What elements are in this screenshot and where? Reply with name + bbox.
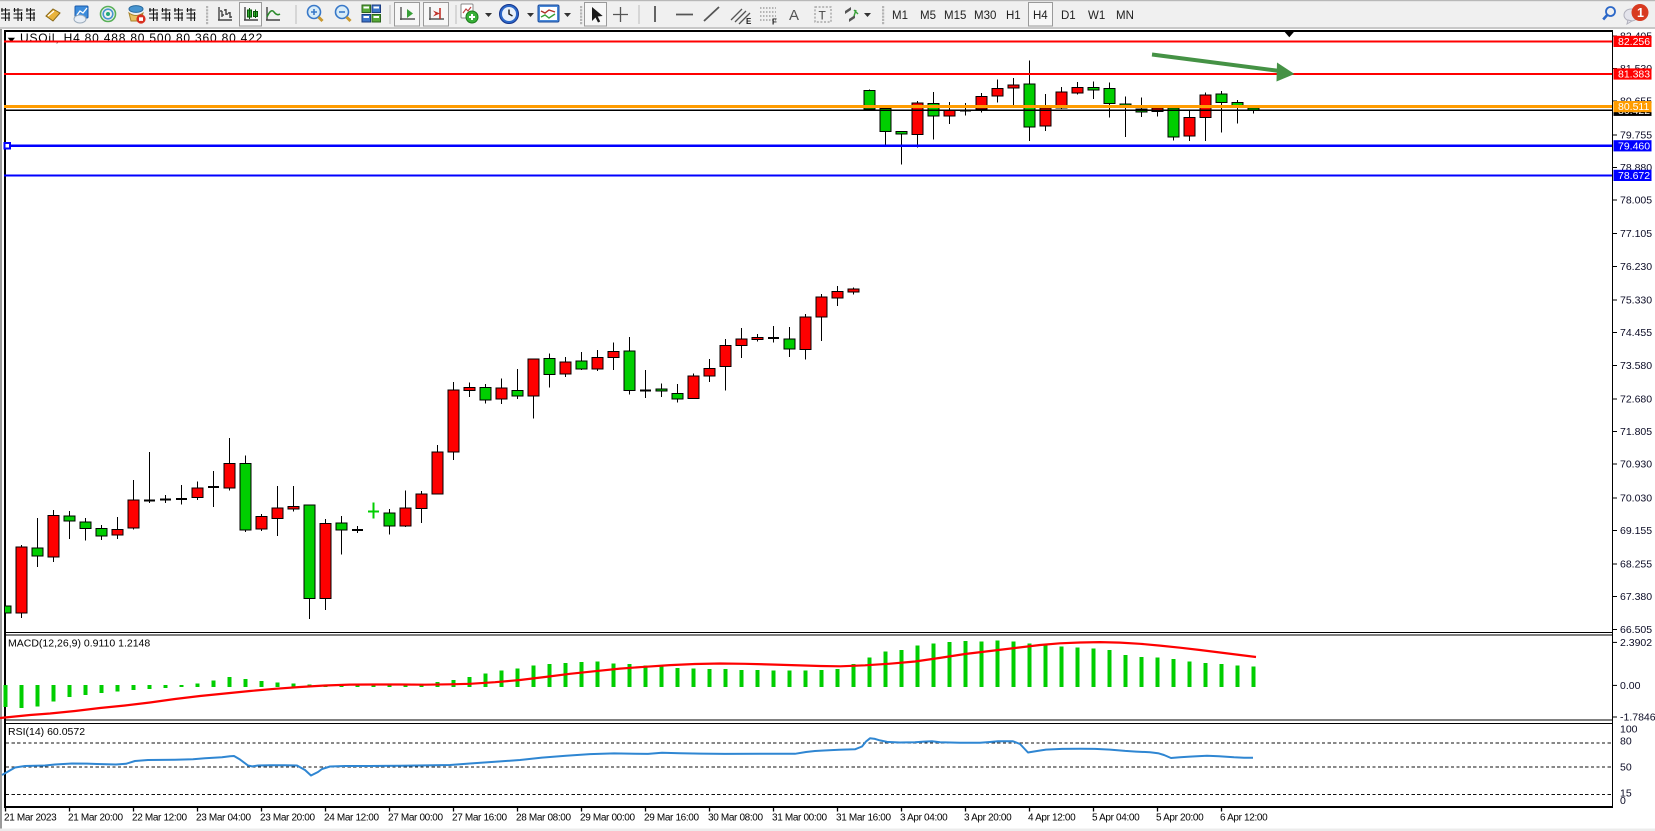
svg-text:74.455: 74.455 [1620, 327, 1652, 339]
svg-text:M30: M30 [974, 10, 996, 22]
svg-text:68.255: 68.255 [1620, 559, 1652, 571]
svg-text:2.3902: 2.3902 [1620, 637, 1652, 649]
svg-text:78.672: 78.672 [1618, 170, 1650, 182]
svg-text:70.930: 70.930 [1620, 459, 1652, 471]
svg-text:3 Apr 20:00: 3 Apr 20:00 [964, 813, 1012, 824]
svg-text:75.330: 75.330 [1620, 295, 1652, 307]
svg-text:-1.7846: -1.7846 [1620, 712, 1655, 724]
svg-text:79.460: 79.460 [1618, 140, 1650, 152]
svg-text:29 Mar 00:00: 29 Mar 00:00 [580, 813, 636, 824]
svg-text:4 Apr 12:00: 4 Apr 12:00 [1028, 813, 1076, 824]
svg-text:82.256: 82.256 [1618, 36, 1650, 48]
svg-text:5 Apr 20:00: 5 Apr 20:00 [1156, 813, 1204, 824]
svg-text:72.680: 72.680 [1620, 393, 1652, 405]
svg-text:W1: W1 [1088, 10, 1105, 22]
svg-text:50: 50 [1620, 761, 1632, 773]
svg-text:RSI(14) 60.0572: RSI(14) 60.0572 [8, 726, 85, 738]
svg-text:15: 15 [1620, 788, 1632, 800]
svg-text:5 Apr 04:00: 5 Apr 04:00 [1092, 813, 1140, 824]
svg-text:77.105: 77.105 [1620, 228, 1652, 240]
svg-text:23 Mar 20:00: 23 Mar 20:00 [260, 813, 316, 824]
svg-text:6 Apr 12:00: 6 Apr 12:00 [1220, 813, 1268, 824]
svg-text:31 Mar 16:00: 31 Mar 16:00 [836, 813, 892, 824]
svg-text:80: 80 [1620, 736, 1632, 748]
svg-text:76.230: 76.230 [1620, 261, 1652, 273]
svg-text:81.383: 81.383 [1618, 69, 1650, 81]
svg-text:F: F [772, 18, 777, 27]
svg-text:66.505: 66.505 [1620, 624, 1652, 636]
svg-text:27 Mar 00:00: 27 Mar 00:00 [388, 813, 444, 824]
svg-text:D1: D1 [1061, 10, 1076, 22]
svg-text:MN: MN [1116, 10, 1134, 22]
svg-text:0.00: 0.00 [1620, 680, 1641, 692]
svg-text:T: T [819, 9, 827, 23]
svg-text:M1: M1 [892, 10, 908, 22]
svg-text:30 Mar 08:00: 30 Mar 08:00 [708, 813, 764, 824]
svg-text:H4: H4 [1033, 10, 1048, 22]
svg-text:80.511: 80.511 [1618, 101, 1649, 113]
svg-text:3 Apr 04:00: 3 Apr 04:00 [900, 813, 948, 824]
svg-text:100: 100 [1620, 724, 1638, 736]
svg-text:31 Mar 00:00: 31 Mar 00:00 [772, 813, 828, 824]
svg-text:M15: M15 [944, 10, 966, 22]
svg-text:MACD(12,26,9) 0.9110 1.2148: MACD(12,26,9) 0.9110 1.2148 [8, 638, 150, 650]
svg-text:28 Mar 08:00: 28 Mar 08:00 [516, 813, 572, 824]
svg-text:70.030: 70.030 [1620, 492, 1652, 504]
svg-text:A: A [789, 7, 799, 24]
svg-text:24 Mar 12:00: 24 Mar 12:00 [324, 813, 380, 824]
svg-text:22 Mar 12:00: 22 Mar 12:00 [132, 813, 188, 824]
svg-text:21 Mar 2023: 21 Mar 2023 [4, 813, 57, 824]
svg-text:USOil, H4 80.488 80.500 80.36: USOil, H4 80.488 80.500 80.360 80.422 [20, 31, 263, 45]
svg-text:0: 0 [1620, 795, 1626, 807]
svg-text:21 Mar 20:00: 21 Mar 20:00 [68, 813, 124, 824]
svg-text:1: 1 [1637, 6, 1644, 20]
svg-text:71.805: 71.805 [1620, 426, 1652, 438]
svg-text:M5: M5 [920, 10, 936, 22]
svg-text:27 Mar 16:00: 27 Mar 16:00 [452, 813, 508, 824]
svg-text:73.580: 73.580 [1620, 360, 1652, 372]
svg-text:E: E [746, 17, 752, 26]
svg-text:29 Mar 16:00: 29 Mar 16:00 [644, 813, 700, 824]
svg-text:69.155: 69.155 [1620, 525, 1652, 537]
svg-text:78.005: 78.005 [1620, 195, 1652, 207]
svg-text:67.380: 67.380 [1620, 591, 1652, 603]
svg-text:23 Mar 04:00: 23 Mar 04:00 [196, 813, 252, 824]
svg-text:79.755: 79.755 [1620, 129, 1652, 141]
svg-text:H1: H1 [1006, 10, 1021, 22]
